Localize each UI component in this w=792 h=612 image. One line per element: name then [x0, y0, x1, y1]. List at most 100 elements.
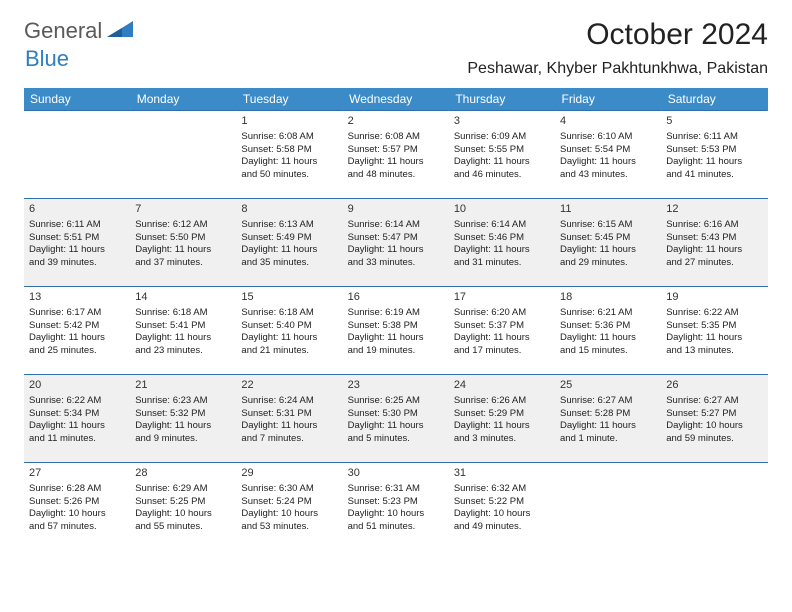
sunset-text: Sunset: 5:40 PM [241, 320, 337, 333]
daylight-text: Daylight: 11 hours [29, 420, 125, 433]
calendar-day-cell: 19Sunrise: 6:22 AMSunset: 5:35 PMDayligh… [661, 287, 767, 375]
daylight-text: and 9 minutes. [135, 433, 231, 446]
calendar-day-cell: 2Sunrise: 6:08 AMSunset: 5:57 PMDaylight… [343, 111, 449, 199]
daylight-text: and 23 minutes. [135, 345, 231, 358]
day-number: 1 [241, 114, 337, 129]
daylight-text: Daylight: 11 hours [241, 332, 337, 345]
sunset-text: Sunset: 5:46 PM [454, 232, 550, 245]
daylight-text: Daylight: 11 hours [560, 332, 656, 345]
daylight-text: Daylight: 11 hours [29, 332, 125, 345]
sunrise-text: Sunrise: 6:10 AM [560, 131, 656, 144]
day-number: 20 [29, 378, 125, 393]
day-number: 22 [241, 378, 337, 393]
sunrise-text: Sunrise: 6:12 AM [135, 219, 231, 232]
day-number: 23 [348, 378, 444, 393]
calendar-day-cell: 23Sunrise: 6:25 AMSunset: 5:30 PMDayligh… [343, 375, 449, 463]
calendar-day-cell: 21Sunrise: 6:23 AMSunset: 5:32 PMDayligh… [130, 375, 236, 463]
daylight-text: Daylight: 11 hours [666, 156, 762, 169]
day-number: 29 [241, 466, 337, 481]
sunrise-text: Sunrise: 6:27 AM [666, 395, 762, 408]
daylight-text: Daylight: 10 hours [135, 508, 231, 521]
daylight-text: Daylight: 10 hours [241, 508, 337, 521]
day-number: 5 [666, 114, 762, 129]
daylight-text: Daylight: 11 hours [454, 156, 550, 169]
calendar-day-cell: 4Sunrise: 6:10 AMSunset: 5:54 PMDaylight… [555, 111, 661, 199]
sunset-text: Sunset: 5:41 PM [135, 320, 231, 333]
sunset-text: Sunset: 5:58 PM [241, 144, 337, 157]
day-number: 31 [454, 466, 550, 481]
sunset-text: Sunset: 5:53 PM [666, 144, 762, 157]
sunset-text: Sunset: 5:38 PM [348, 320, 444, 333]
sunrise-text: Sunrise: 6:08 AM [348, 131, 444, 144]
sunset-text: Sunset: 5:51 PM [29, 232, 125, 245]
calendar-day-cell: 15Sunrise: 6:18 AMSunset: 5:40 PMDayligh… [236, 287, 342, 375]
daylight-text: and 50 minutes. [241, 169, 337, 182]
sunrise-text: Sunrise: 6:17 AM [29, 307, 125, 320]
daylight-text: and 27 minutes. [666, 257, 762, 270]
daylight-text: and 51 minutes. [348, 521, 444, 534]
calendar-day-cell: 17Sunrise: 6:20 AMSunset: 5:37 PMDayligh… [449, 287, 555, 375]
calendar-day-cell: 1Sunrise: 6:08 AMSunset: 5:58 PMDaylight… [236, 111, 342, 199]
sunset-text: Sunset: 5:22 PM [454, 496, 550, 509]
daylight-text: and 7 minutes. [241, 433, 337, 446]
sunset-text: Sunset: 5:57 PM [348, 144, 444, 157]
calendar-day-cell: 13 Sunrise: 6:17 AMSunset: 5:42 PMDayligh… [24, 287, 130, 375]
daylight-text: Daylight: 11 hours [135, 420, 231, 433]
day-number: 12 [666, 202, 762, 217]
daylight-text: and 48 minutes. [348, 169, 444, 182]
weekday-header: Saturday [661, 88, 767, 111]
sunrise-text: Sunrise: 6:11 AM [666, 131, 762, 144]
sunset-text: Sunset: 5:43 PM [666, 232, 762, 245]
daylight-text: Daylight: 11 hours [241, 244, 337, 257]
calendar-week-row: 6Sunrise: 6:11 AMSunset: 5:51 PMDaylight… [24, 199, 768, 287]
daylight-text: and 49 minutes. [454, 521, 550, 534]
daylight-text: Daylight: 11 hours [348, 244, 444, 257]
daylight-text: and 1 minute. [560, 433, 656, 446]
calendar-day-cell: 18Sunrise: 6:21 AMSunset: 5:36 PMDayligh… [555, 287, 661, 375]
title-block: October 2024 Peshawar, Khyber Pakhtunkhw… [467, 18, 768, 84]
calendar-day-cell: 31Sunrise: 6:32 AMSunset: 5:22 PMDayligh… [449, 463, 555, 551]
sunset-text: Sunset: 5:37 PM [454, 320, 550, 333]
weekday-header: Friday [555, 88, 661, 111]
day-number: 24 [454, 378, 550, 393]
calendar-day-cell: 22Sunrise: 6:24 AMSunset: 5:31 PMDayligh… [236, 375, 342, 463]
calendar-day-cell: 5 Sunrise: 6:11 AMSunset: 5:53 PMDaylight… [661, 111, 767, 199]
day-number: 18 [560, 290, 656, 305]
daylight-text: and 55 minutes. [135, 521, 231, 534]
sunset-text: Sunset: 5:50 PM [135, 232, 231, 245]
sunrise-text: Sunrise: 6:27 AM [560, 395, 656, 408]
calendar-day-cell: 11Sunrise: 6:15 AMSunset: 5:45 PMDayligh… [555, 199, 661, 287]
sunrise-text: Sunrise: 6:25 AM [348, 395, 444, 408]
sunset-text: Sunset: 5:36 PM [560, 320, 656, 333]
day-number: 4 [560, 114, 656, 129]
calendar-week-row: 27Sunrise: 6:28 AMSunset: 5:26 PMDayligh… [24, 463, 768, 551]
calendar-day-cell: 24Sunrise: 6:26 AMSunset: 5:29 PMDayligh… [449, 375, 555, 463]
sunset-text: Sunset: 5:30 PM [348, 408, 444, 421]
calendar-table: Sunday Monday Tuesday Wednesday Thursday… [24, 88, 768, 551]
daylight-text: and 13 minutes. [666, 345, 762, 358]
daylight-text: Daylight: 11 hours [560, 244, 656, 257]
daylight-text: and 35 minutes. [241, 257, 337, 270]
day-number: 28 [135, 466, 231, 481]
calendar-day-cell: 16Sunrise: 6:19 AMSunset: 5:38 PMDayligh… [343, 287, 449, 375]
daylight-text: and 53 minutes. [241, 521, 337, 534]
daylight-text: and 15 minutes. [560, 345, 656, 358]
sunrise-text: Sunrise: 6:09 AM [454, 131, 550, 144]
day-number: 26 [666, 378, 762, 393]
sunset-text: Sunset: 5:49 PM [241, 232, 337, 245]
calendar-day-cell: 14Sunrise: 6:18 AMSunset: 5:41 PMDayligh… [130, 287, 236, 375]
day-number: 13 [29, 290, 125, 305]
day-number: 25 [560, 378, 656, 393]
daylight-text: and 5 minutes. [348, 433, 444, 446]
calendar-day-cell: 7Sunrise: 6:12 AMSunset: 5:50 PMDaylight… [130, 199, 236, 287]
calendar-day-cell: 30Sunrise: 6:31 AMSunset: 5:23 PMDayligh… [343, 463, 449, 551]
daylight-text: and 39 minutes. [29, 257, 125, 270]
calendar-day-cell: 6Sunrise: 6:11 AMSunset: 5:51 PMDaylight… [24, 199, 130, 287]
daylight-text: Daylight: 11 hours [241, 420, 337, 433]
weekday-header: Thursday [449, 88, 555, 111]
sunset-text: Sunset: 5:32 PM [135, 408, 231, 421]
sunrise-text: Sunrise: 6:24 AM [241, 395, 337, 408]
sunset-text: Sunset: 5:42 PM [29, 320, 125, 333]
calendar-week-row: 1 Sunrise: 6:08 AM Sunset: 5:58 PM Daylight… [24, 111, 768, 199]
daylight-text: Daylight: 11 hours [666, 332, 762, 345]
